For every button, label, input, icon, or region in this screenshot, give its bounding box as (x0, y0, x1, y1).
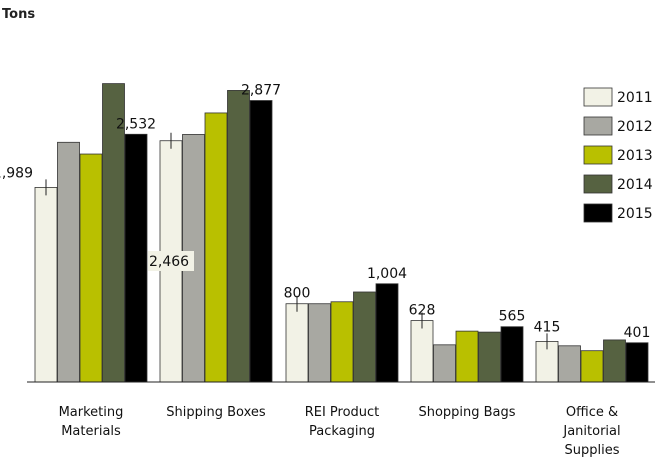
bar-2012-3 (308, 303, 331, 383)
legend-swatch-2013 (583, 145, 613, 165)
unit-label: Tons (2, 7, 35, 22)
legend-label-2011: 2011 (617, 90, 653, 106)
category-label-3: REI Product Packaging (305, 405, 380, 439)
data-labels-group: 1,989 2,532 2,466 2,877 800 1,004 628 565 415 401 (0, 83, 650, 341)
legend-label-2013: 2013 (617, 148, 653, 164)
bar-2011-3 (285, 303, 309, 383)
legend-swatch-2011 (583, 87, 613, 107)
bar-2011-4 (410, 320, 434, 383)
category-label-1: Marketing Materials (59, 405, 124, 439)
bar-2013-1 (79, 153, 103, 383)
bar-2011-1 (34, 187, 58, 383)
category-labels-group: Marketing Materials Shipping Boxes REI Prod… (59, 405, 621, 458)
bar-2014-5 (603, 339, 626, 383)
bar-2012-1 (57, 141, 80, 383)
data-label-3: 2,466 (149, 254, 189, 270)
legend-label-2012: 2012 (617, 119, 653, 135)
data-label-1: 1,989 (0, 165, 33, 181)
category-label-5: Office & Janitorial Supplies (562, 405, 620, 458)
bar-2015-4 (500, 326, 524, 383)
bar-2013-5 (580, 350, 604, 383)
data-label-2: 2,532 (116, 116, 156, 132)
category-label-4: Shopping Bags (418, 405, 515, 420)
data-label-8: 565 (499, 309, 526, 325)
category-label-2: Shipping Boxes (166, 405, 266, 420)
bar-2013-4 (455, 330, 479, 383)
data-label-5: 800 (284, 286, 311, 302)
data-label-9: 415 (534, 319, 561, 335)
legend-label-2014: 2014 (617, 177, 653, 193)
bar-2015-2 (249, 100, 273, 383)
bar-2015-1 (124, 133, 148, 383)
bar-2014-3 (353, 291, 376, 383)
bar-2014-4 (478, 331, 501, 383)
legend-swatch-2012 (583, 116, 613, 136)
bar-2014-2 (227, 90, 250, 383)
legend-label-2015: 2015 (617, 206, 653, 222)
legend: 2011 2012 2013 2014 2015 (583, 87, 653, 223)
data-label-4: 2,877 (241, 83, 281, 99)
data-label-6: 1,004 (367, 266, 407, 282)
error-markers (45, 132, 548, 350)
legend-swatch-2015 (583, 203, 613, 223)
bar-2012-4 (433, 344, 456, 383)
data-label-10: 401 (624, 325, 651, 341)
bar-2013-2 (204, 112, 228, 383)
legend-swatch-2014 (583, 174, 613, 194)
bar-2015-5 (625, 342, 649, 383)
data-label-bg-3 (148, 251, 194, 271)
bar-2015-3 (375, 283, 399, 383)
bar-2012-5 (558, 345, 581, 383)
bars-group (34, 83, 649, 383)
data-label-7: 628 (409, 303, 436, 319)
bar-2013-3 (330, 301, 354, 383)
